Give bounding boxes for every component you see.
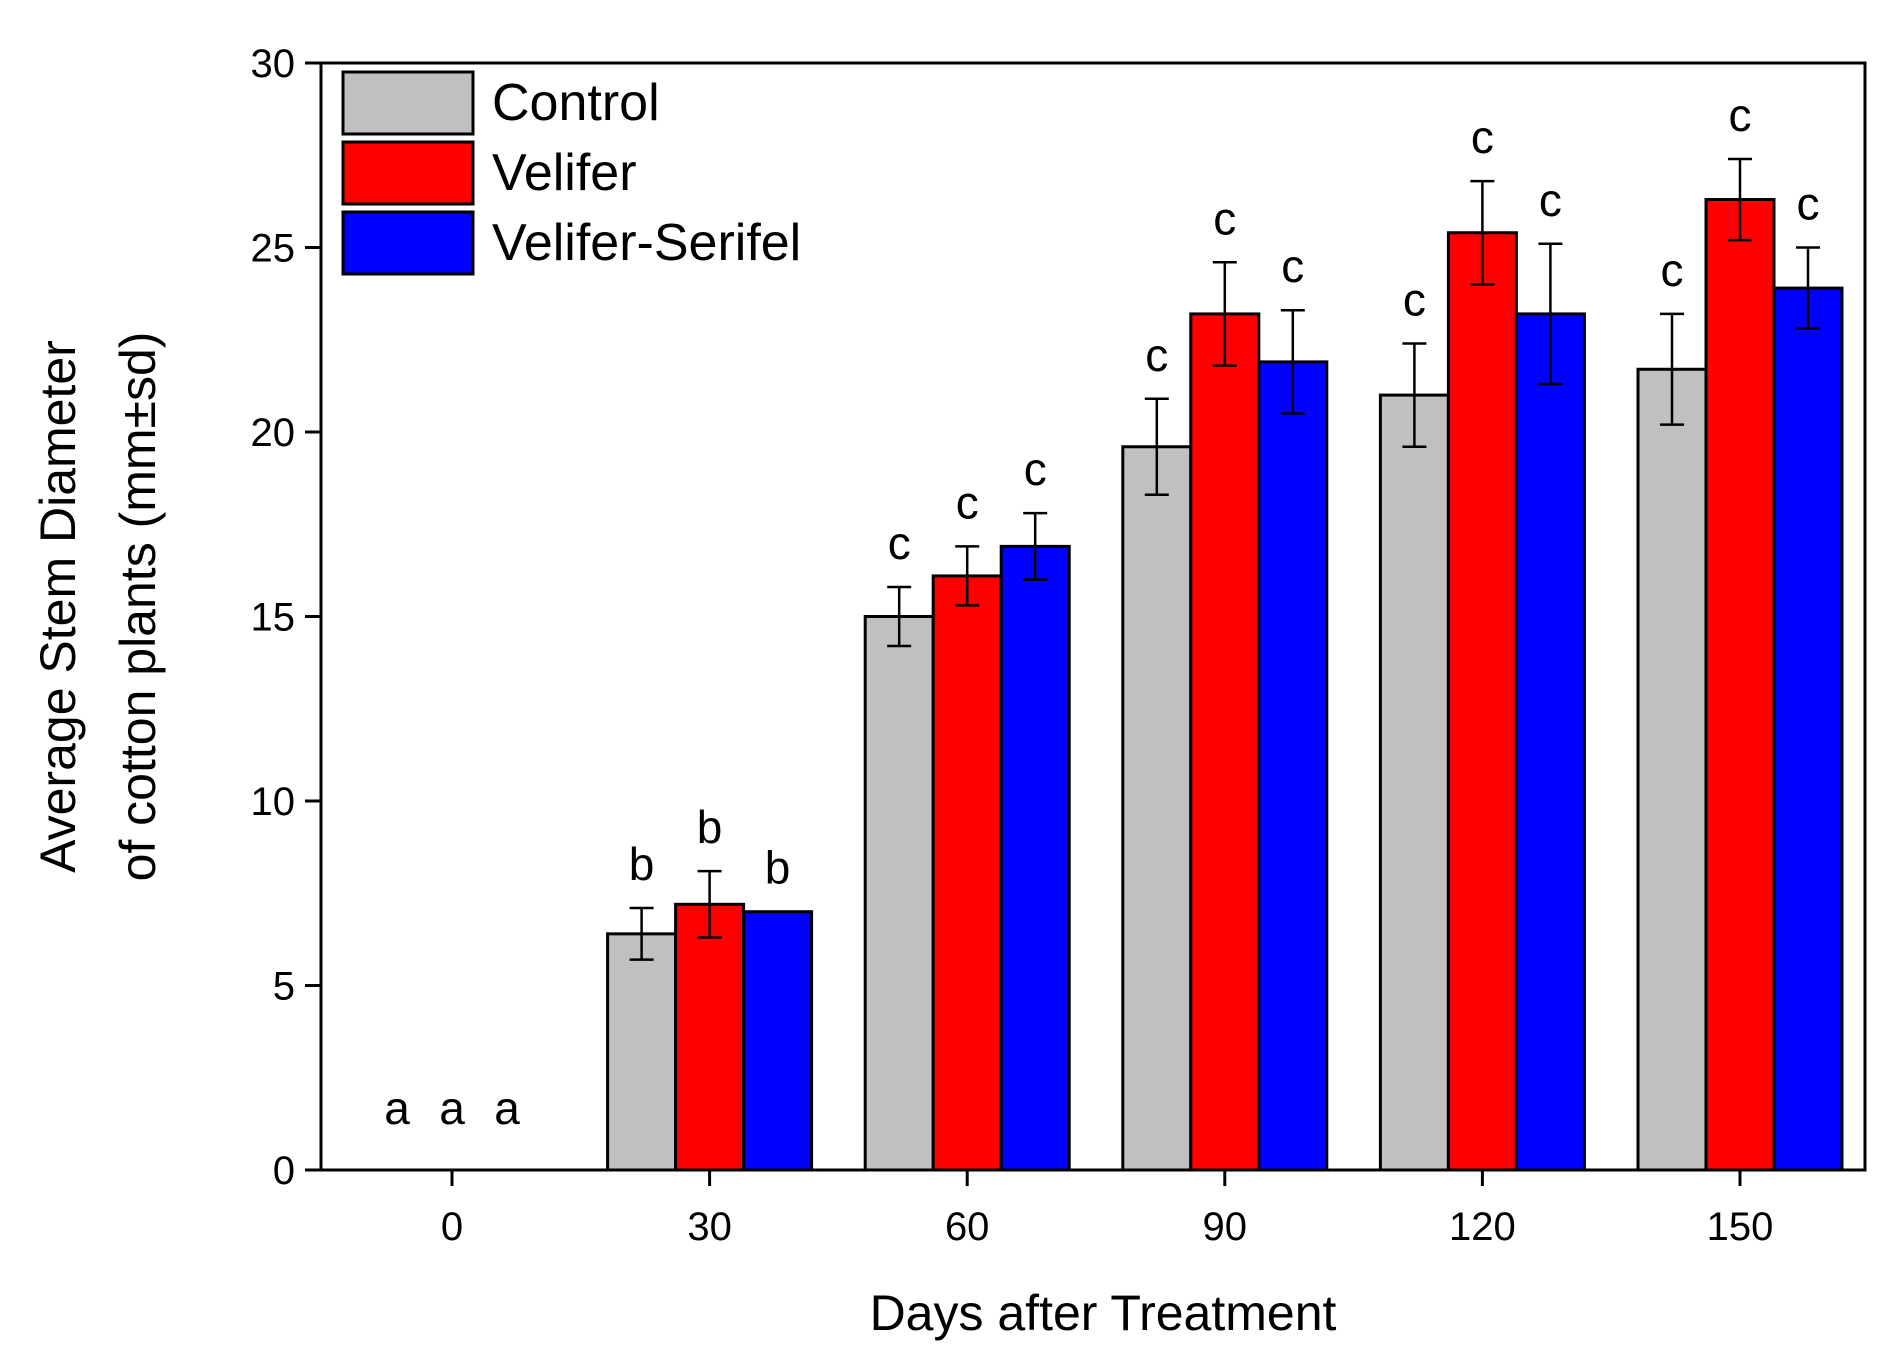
y-tick-label: 10	[251, 780, 296, 824]
error-bars-layer	[629, 157, 1820, 961]
significance-label: b	[697, 801, 723, 853]
bar	[1378, 393, 1450, 1172]
bar	[606, 932, 678, 1172]
x-tick-label: 60	[945, 1205, 990, 1249]
significance-label: c	[1471, 111, 1494, 163]
significance-label: a	[494, 1082, 520, 1134]
bar	[1636, 367, 1708, 1172]
y-axis-title-line1: Average Stem Diameter	[30, 340, 86, 873]
significance-label: c	[1729, 89, 1752, 141]
y-tick-label: 30	[251, 42, 296, 86]
legend-label: Control	[492, 74, 660, 132]
significance-label: c	[1661, 244, 1684, 296]
bar	[742, 910, 814, 1172]
legend-label: Velifer-Serifel	[492, 214, 801, 272]
significance-label: c	[1024, 443, 1047, 495]
significance-label: c	[888, 517, 911, 569]
significance-label: b	[765, 842, 791, 894]
x-axis: 0 30 60 90 120 150	[441, 1170, 1774, 1249]
bar	[1446, 231, 1518, 1172]
x-tick-label: 0	[441, 1205, 463, 1249]
legend-swatch	[341, 70, 475, 136]
x-tick-label: 150	[1707, 1205, 1774, 1249]
legend: Control Velifer Velifer-Serifel	[341, 70, 801, 276]
x-axis-title: Days after Treatment	[870, 1285, 1337, 1341]
significance-label: c	[1539, 174, 1562, 226]
bar	[863, 615, 935, 1172]
significance-label: a	[439, 1082, 465, 1134]
y-tick-label: 0	[273, 1149, 295, 1193]
y-axis: 0 5 10 15 20 25 30	[251, 42, 321, 1193]
bar	[999, 544, 1071, 1172]
bar	[1704, 198, 1776, 1172]
bar	[1121, 445, 1193, 1172]
bar	[1189, 312, 1261, 1172]
x-tick-label: 120	[1449, 1205, 1516, 1249]
y-tick-label: 25	[251, 227, 296, 271]
x-tick-label: 30	[687, 1205, 732, 1249]
significance-label: c	[1213, 192, 1236, 244]
bar	[1257, 360, 1329, 1172]
bar	[931, 574, 1003, 1172]
significance-label: a	[384, 1082, 410, 1134]
bar	[1514, 312, 1586, 1172]
y-tick-label: 15	[251, 596, 296, 640]
significance-label: c	[1281, 240, 1304, 292]
significance-label: c	[1797, 178, 1820, 230]
bar	[1772, 286, 1844, 1172]
significance-label: c	[1403, 273, 1426, 325]
significance-label: c	[1145, 329, 1168, 381]
y-tick-label: 20	[251, 411, 296, 455]
significance-label: c	[956, 476, 979, 528]
bar	[674, 902, 746, 1172]
legend-swatch	[341, 140, 475, 206]
significance-label: b	[629, 838, 655, 890]
y-tick-label: 5	[273, 965, 295, 1009]
x-tick-label: 90	[1203, 1205, 1248, 1249]
bars-layer	[606, 198, 1844, 1172]
legend-swatch	[341, 210, 475, 276]
legend-label: Velifer	[492, 144, 637, 202]
y-axis-title-line2: of cotton plants (mm±sd)	[110, 332, 166, 882]
